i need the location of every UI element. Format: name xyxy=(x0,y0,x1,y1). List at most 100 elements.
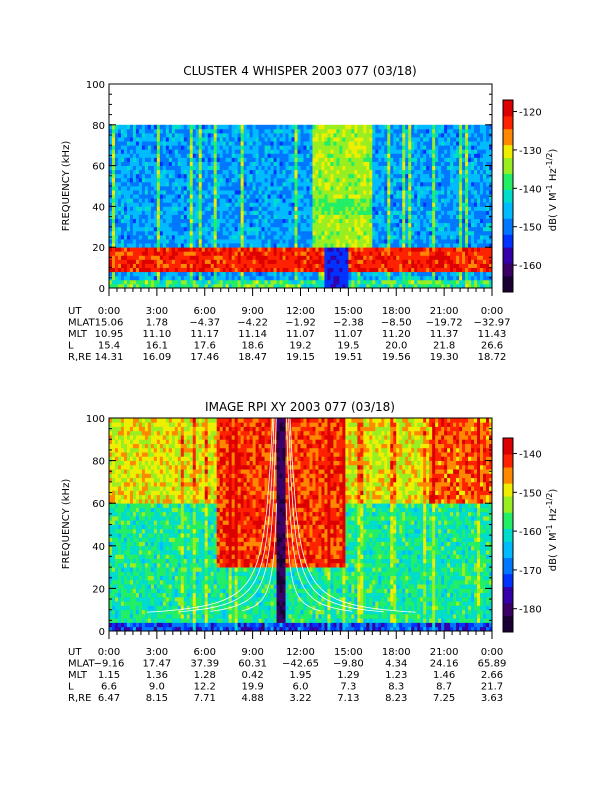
spectrogram-cell xyxy=(147,275,152,281)
spectrogram-cell xyxy=(381,283,385,288)
spectrogram-cell xyxy=(285,210,289,215)
spectrogram-cell xyxy=(144,194,149,199)
spectrogram-cell xyxy=(396,230,400,236)
spectrogram-cell xyxy=(300,271,304,277)
spectrogram-cell xyxy=(327,194,331,199)
spectrogram-cell xyxy=(453,243,457,248)
spectrogram-cell xyxy=(324,255,328,260)
spectrogram-cell xyxy=(291,165,295,171)
spectrogram-cell xyxy=(351,206,355,211)
spectrogram-cell xyxy=(183,239,188,244)
spectrogram-cell xyxy=(303,271,307,277)
spectrogram-cell xyxy=(243,173,248,179)
spectrogram-cell xyxy=(393,251,397,256)
spectrogram-cell xyxy=(477,128,481,134)
spectrogram-cell xyxy=(186,161,191,166)
spectrogram-cell xyxy=(294,128,298,134)
spectrogram-cell xyxy=(450,247,454,252)
spectrogram-cell xyxy=(474,279,478,285)
spectrogram-cell xyxy=(381,239,385,244)
spectrogram-cell xyxy=(474,275,478,281)
spectrogram-cell xyxy=(123,186,128,191)
spectrogram-cell xyxy=(246,255,251,260)
spectrogram-cell xyxy=(279,194,283,199)
spectrogram-cell xyxy=(468,186,472,191)
spectrogram-cell xyxy=(396,267,400,273)
spectrogram-cell xyxy=(447,283,451,288)
spectrogram-cell xyxy=(333,165,337,171)
spectrogram-cell xyxy=(396,234,400,240)
spectrogram-cell xyxy=(396,137,400,142)
spectrogram-cell xyxy=(480,275,484,281)
spectrogram-cell xyxy=(468,214,472,220)
spectrogram-cell xyxy=(456,226,460,232)
spectrogram-cell xyxy=(168,230,173,236)
spectrogram-cell xyxy=(402,243,406,248)
spectrogram-cell xyxy=(399,247,403,252)
spectrogram-cell xyxy=(261,157,265,162)
spectrogram-cell xyxy=(240,149,245,154)
spectrogram-cell xyxy=(114,190,119,195)
spectrogram-cell xyxy=(336,124,340,130)
spectrogram-cell xyxy=(114,275,119,281)
spectrogram-cell xyxy=(285,206,289,211)
spectrogram-cell xyxy=(174,263,179,268)
spectrogram-cell xyxy=(333,194,337,199)
spectrogram-cell xyxy=(252,230,257,236)
spectrogram-cell xyxy=(198,263,203,268)
spectrogram-cell xyxy=(258,226,262,232)
spectrogram-cell xyxy=(432,198,436,203)
spectrogram-cell xyxy=(444,141,448,146)
spectrogram-cell xyxy=(345,251,349,256)
spectrogram-cell xyxy=(405,202,409,207)
spectrogram-cell xyxy=(141,157,146,162)
spectrogram-cell xyxy=(441,239,445,244)
spectrogram-cell xyxy=(396,157,400,162)
spectrogram-cell xyxy=(402,214,406,220)
spectrogram-cell xyxy=(330,124,334,130)
spectrogram-cell xyxy=(120,132,125,138)
spectrogram-cell xyxy=(342,149,346,154)
spectrogram-cell xyxy=(180,194,185,199)
spectrogram-cell xyxy=(291,173,295,179)
spectrogram-cell xyxy=(210,275,215,281)
spectrogram-cell xyxy=(303,202,307,207)
spectrogram-cell xyxy=(453,124,457,130)
spectrogram-cell xyxy=(414,186,418,191)
spectrogram-cell xyxy=(429,169,433,175)
spectrogram-cell xyxy=(270,141,274,146)
spectrogram-cell xyxy=(198,243,203,248)
spectrogram-cell xyxy=(294,267,298,273)
spectrogram-cell xyxy=(387,169,391,175)
spectrogram-cell xyxy=(384,206,388,211)
spectrogram-cell xyxy=(459,275,463,281)
spectrogram-cell xyxy=(462,263,466,268)
spectrogram-cell xyxy=(183,141,188,146)
spectrogram-cell xyxy=(462,251,466,256)
spectrogram-cell xyxy=(291,214,295,220)
spectrogram-cell xyxy=(261,210,265,215)
spectrogram-cell xyxy=(402,157,406,162)
spectrogram-cell xyxy=(303,230,307,236)
spectrogram-cell xyxy=(405,173,409,179)
spectrogram-cell xyxy=(246,190,251,195)
spectrogram-cell xyxy=(456,255,460,260)
spectrogram-cell xyxy=(438,153,442,158)
spectrogram-cell xyxy=(114,226,119,232)
spectrogram-cell xyxy=(207,157,212,162)
spectrogram-cell xyxy=(402,169,406,175)
spectrogram-cell xyxy=(126,234,131,240)
spectrogram-cell xyxy=(423,169,427,175)
spectrogram-cell xyxy=(213,194,218,199)
spectrogram-cell xyxy=(438,259,442,264)
spectrogram-cell xyxy=(288,190,292,195)
spectrogram-cell xyxy=(186,239,191,244)
spectrogram-cell xyxy=(123,243,128,248)
spectrogram-cell xyxy=(144,198,149,203)
spectrogram-cell xyxy=(477,186,481,191)
spectrogram-cell xyxy=(411,128,415,134)
spectrogram-cell xyxy=(234,218,239,224)
spectrogram-cell xyxy=(420,226,424,232)
spectrogram-cell xyxy=(201,124,206,130)
spectrogram-cell xyxy=(279,218,283,224)
